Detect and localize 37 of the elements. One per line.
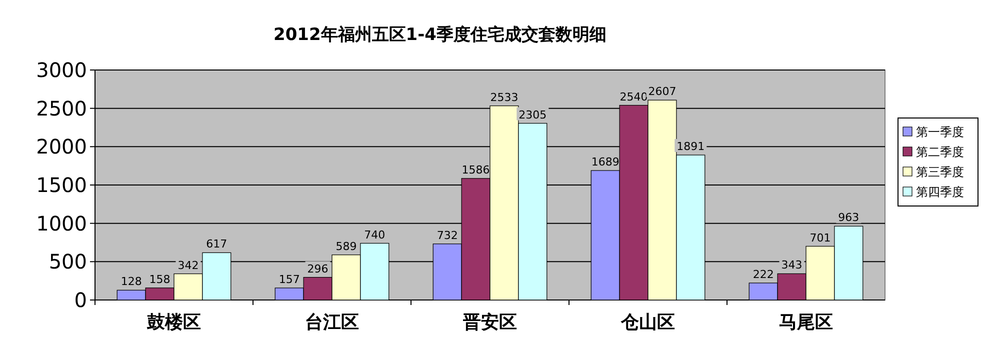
data-label: 158 — [149, 272, 170, 286]
data-label: 2540 — [620, 90, 648, 104]
data-label: 589 — [336, 240, 357, 253]
y-tick-label: 1500 — [36, 173, 87, 197]
data-label: 2607 — [648, 85, 676, 98]
data-label: 963 — [838, 211, 860, 224]
x-tick-label: 鼓楼区 — [146, 312, 201, 333]
y-tick-label: 2500 — [36, 96, 87, 120]
data-label: 2305 — [518, 108, 547, 122]
data-label: 617 — [206, 238, 228, 251]
data-label: 701 — [810, 231, 831, 244]
y-tick-label: 0 — [74, 288, 87, 312]
legend-label: 第一季度 — [916, 125, 964, 139]
data-label: 222 — [752, 268, 774, 281]
legend-label: 第三季度 — [916, 165, 964, 179]
data-label: 342 — [178, 258, 199, 272]
data-label: 296 — [307, 262, 328, 276]
data-label: 1586 — [462, 163, 490, 176]
data-label: 128 — [120, 275, 142, 288]
data-label: 740 — [364, 228, 386, 242]
x-tick-label: 台江区 — [305, 312, 359, 333]
data-label: 2533 — [490, 90, 518, 104]
data-label: 343 — [781, 258, 802, 272]
y-tick-label: 2000 — [36, 134, 87, 159]
chart-title: 2012年福州五区1-4季度住宅成交套数明细 — [273, 25, 607, 45]
data-label: 1891 — [676, 140, 705, 154]
legend-label: 第二季度 — [916, 145, 964, 159]
y-tick-label: 3000 — [36, 58, 87, 82]
x-tick-label: 晋安区 — [462, 312, 517, 333]
legend-label: 第四季度 — [916, 185, 964, 199]
y-tick-label: 500 — [48, 250, 87, 274]
y-tick-label: 1000 — [36, 211, 87, 236]
data-label: 157 — [278, 272, 300, 286]
x-tick-label: 马尾区 — [779, 312, 833, 333]
data-label: 732 — [436, 228, 458, 242]
x-tick-label: 仓山区 — [620, 312, 675, 333]
data-label: 1689 — [591, 156, 620, 169]
